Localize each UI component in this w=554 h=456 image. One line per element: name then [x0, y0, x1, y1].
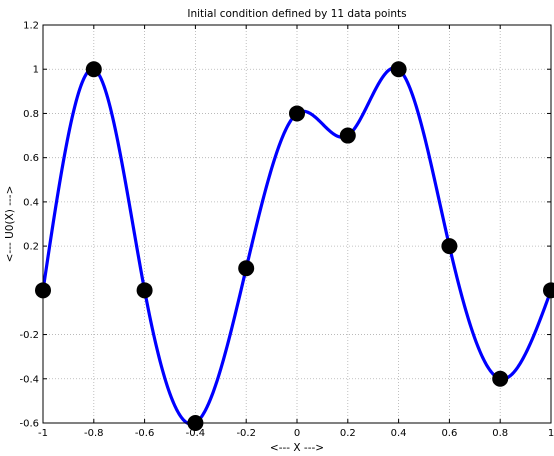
- x-tick-label: 1: [548, 428, 554, 439]
- y-tick-label: 1.2: [23, 21, 39, 32]
- x-tick-label: 0.8: [492, 428, 508, 439]
- x-tick-label: -0.8: [84, 428, 104, 439]
- y-ticks: -0.6 -0.4 -0.2 0.2 0.4 0.6 0.8 1 1.2: [19, 21, 551, 430]
- y-tick-label: -0.6: [19, 419, 39, 430]
- y-tick-label: -0.2: [19, 330, 39, 341]
- y-tick-label: 0.2: [23, 242, 39, 253]
- y-tick-label: 0.6: [23, 153, 39, 164]
- y-tick-label: -0.4: [19, 374, 39, 385]
- data-point-marker: [339, 127, 356, 144]
- x-tick-label: -1: [38, 428, 48, 439]
- x-tick-label: -0.6: [135, 428, 155, 439]
- x-tick-label: 0.6: [441, 428, 457, 439]
- grid: [43, 25, 551, 423]
- x-tick-label: 0.4: [391, 428, 407, 439]
- y-tick-label: 0.8: [23, 109, 39, 120]
- data-point-marker: [441, 238, 458, 255]
- y-tick-label: 0.4: [23, 197, 39, 208]
- x-axis-label: <--- X --->: [270, 442, 324, 454]
- y-tick-label: 1: [33, 65, 39, 76]
- data-point-marker: [85, 61, 102, 78]
- data-point-marker: [289, 105, 305, 122]
- data-point-marker: [492, 370, 509, 387]
- data-point-marker: [390, 61, 407, 78]
- x-tick-label: -0.4: [186, 428, 206, 439]
- x-tick-label: 0.2: [340, 428, 356, 439]
- x-tick-label: 0: [294, 428, 300, 439]
- y-axis-label: <--- U0(X) --->: [4, 186, 16, 263]
- data-point-marker: [238, 260, 255, 277]
- x-tick-label: -0.2: [236, 428, 256, 439]
- data-point-marker: [136, 282, 153, 299]
- x-ticks: -1 -0.8 -0.6 -0.4 -0.2 0 0.2 0.4 0.6 0.8 1: [38, 25, 554, 439]
- chart-title: Initial condition defined by 11 data poi…: [187, 8, 406, 20]
